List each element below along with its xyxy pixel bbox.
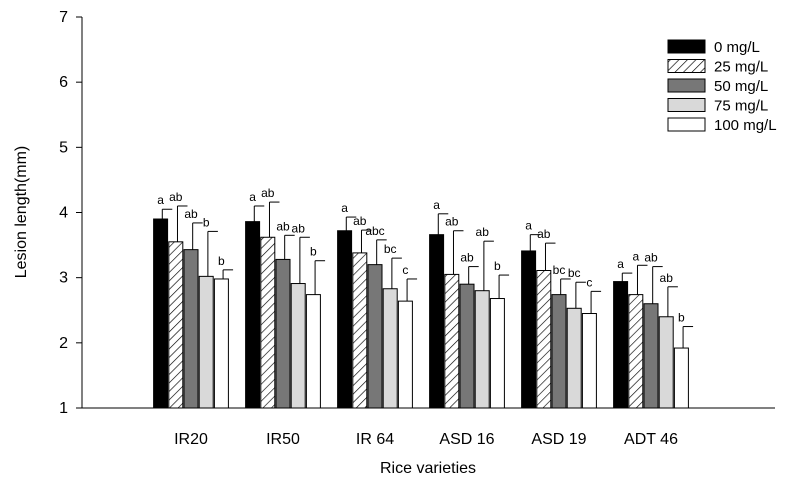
significance-label: b <box>310 245 317 259</box>
bar <box>551 294 567 409</box>
bar <box>673 347 689 409</box>
significance-label: a <box>525 219 532 233</box>
bar <box>613 281 629 409</box>
y-tick-label: 5 <box>59 139 68 156</box>
bar <box>581 313 597 409</box>
bar <box>489 298 505 409</box>
bar <box>444 273 460 409</box>
significance-label: a <box>433 198 440 212</box>
significance-label: ab <box>169 190 183 204</box>
bar <box>566 307 582 409</box>
bar <box>168 241 184 409</box>
significance-label: ab <box>292 221 306 235</box>
bar <box>459 283 475 409</box>
significance-label: b <box>218 254 225 268</box>
significance-label: a <box>341 201 348 215</box>
bar <box>367 264 383 409</box>
significance-label: ab <box>276 219 290 233</box>
y-tick-label: 6 <box>59 74 68 91</box>
bar <box>183 249 199 409</box>
significance-label: ab <box>644 251 658 265</box>
x-tick-label: IR20 <box>174 431 208 448</box>
significance-label: ab <box>460 251 474 265</box>
significance-label: abc <box>365 224 384 238</box>
bar <box>198 275 214 409</box>
significance-label: b <box>203 215 210 229</box>
legend-label: 50 mg/L <box>714 78 768 95</box>
x-axis-title: Rice varieties <box>380 460 476 477</box>
legend-label: 0 mg/L <box>714 39 760 56</box>
bar <box>213 278 229 409</box>
bar <box>275 258 291 409</box>
significance-label: bc <box>384 242 397 256</box>
significance-label: a <box>632 249 639 263</box>
significance-label: ab <box>445 215 459 229</box>
significance-label: bc <box>568 266 581 280</box>
significance-label: a <box>157 193 164 207</box>
bar <box>429 234 445 409</box>
bar <box>474 290 490 409</box>
x-tick-label: ASD 19 <box>531 431 586 448</box>
bar <box>290 283 306 409</box>
bar <box>337 230 353 409</box>
legend-label: 25 mg/L <box>714 59 768 76</box>
significance-label: a <box>249 190 256 204</box>
x-tick-label: ADT 46 <box>624 431 678 448</box>
bars <box>153 201 694 409</box>
significance-label: b <box>678 311 685 325</box>
bar <box>536 269 552 409</box>
bar <box>260 236 276 409</box>
y-tick-label: 7 <box>59 9 68 26</box>
significance-label: c <box>402 263 408 277</box>
bar <box>352 252 368 409</box>
axes: 1 2 3 4 5 6 7 IR20 IR50 IR 64 ASD 16 ASD 19 ADT 46 <box>59 9 775 448</box>
significance-label: b <box>494 259 501 273</box>
legend-swatch <box>667 98 706 112</box>
y-tick-label: 2 <box>59 335 68 352</box>
bar <box>397 300 413 409</box>
bar <box>521 250 537 409</box>
y-axis-title: Lesion length(mm) <box>13 146 30 279</box>
y-tick-label: 4 <box>59 205 68 222</box>
significance-label: ab <box>537 227 551 241</box>
significance-label: ab <box>476 225 490 239</box>
legend-swatch <box>667 59 706 73</box>
legend-swatch <box>667 117 706 132</box>
y-tick-label: 3 <box>59 270 68 287</box>
significance-label: ab <box>660 271 674 285</box>
legend: 0 mg/L 25 mg/L 50 mg/L 75 mg/L 100 mg/L <box>667 39 777 134</box>
significance-label: ab <box>353 214 367 228</box>
bar <box>643 303 659 409</box>
legend-label: 75 mg/L <box>714 98 768 115</box>
x-tick-label: IR50 <box>266 431 300 448</box>
y-tick-label: 1 <box>59 400 68 417</box>
legend-swatch <box>667 39 706 54</box>
x-tick-label: IR 64 <box>356 431 394 448</box>
significance-label: bc <box>553 263 566 277</box>
legend-swatch <box>667 78 706 93</box>
bar <box>628 294 644 409</box>
significance-label: c <box>586 275 592 289</box>
bar <box>245 221 261 409</box>
significance-label: ab <box>261 186 275 200</box>
bar <box>658 316 674 409</box>
bar <box>153 218 169 409</box>
significance-label: ab <box>184 207 198 221</box>
x-tick-label: ASD 16 <box>439 431 494 448</box>
significance-label: a <box>617 257 624 271</box>
legend-label: 100 mg/L <box>714 117 777 134</box>
bar <box>382 288 398 409</box>
bar <box>305 294 321 409</box>
